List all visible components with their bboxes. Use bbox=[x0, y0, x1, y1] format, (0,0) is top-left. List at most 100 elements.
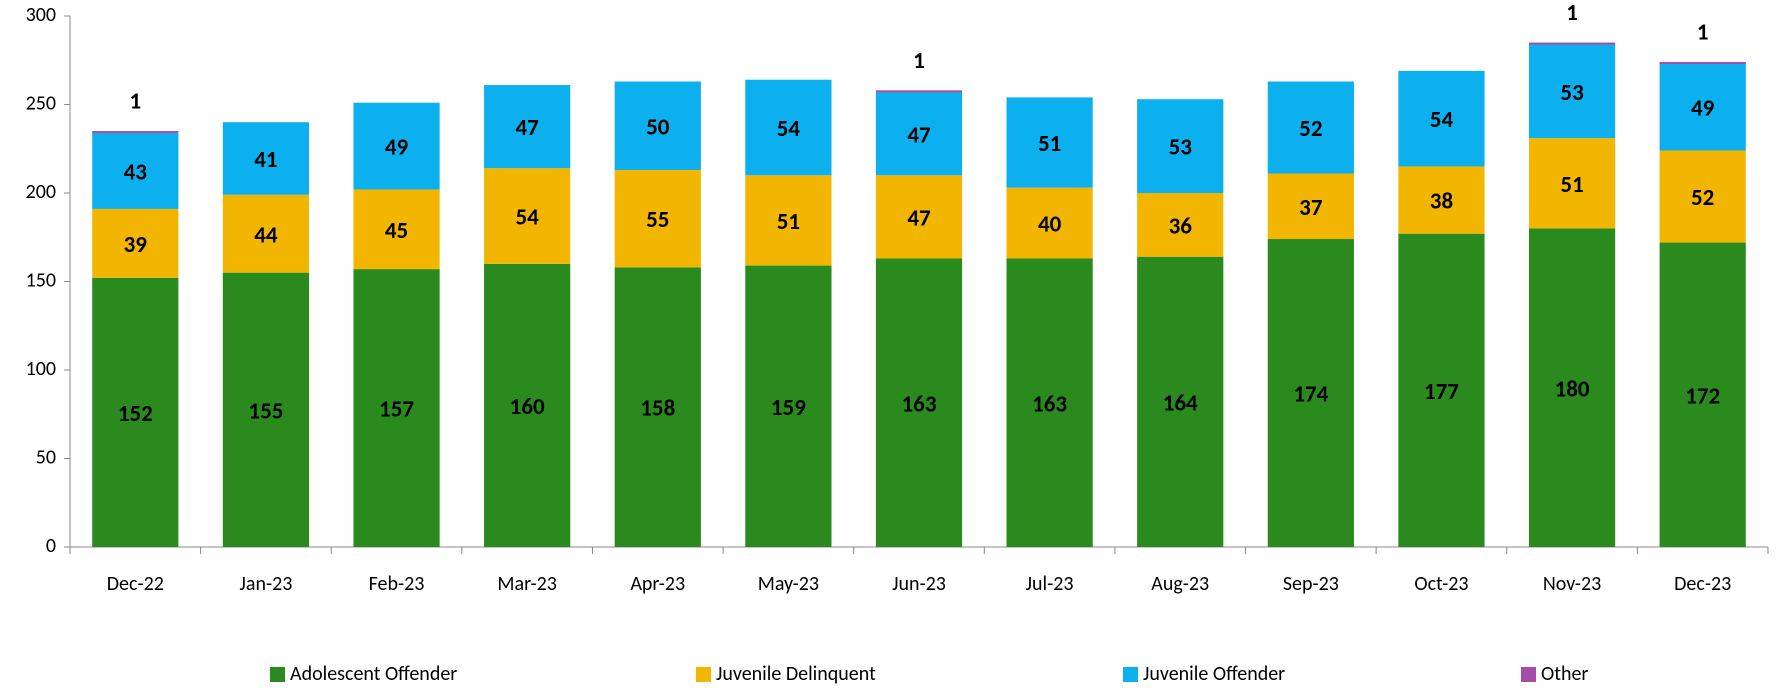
bar-segment bbox=[1528, 42, 1616, 45]
x-tick-label: Jun-23 bbox=[892, 572, 946, 596]
x-tick-label: Oct-23 bbox=[1414, 572, 1468, 596]
data-label: 43 bbox=[124, 158, 148, 186]
y-tick-label: 100 bbox=[26, 357, 56, 381]
bar-segment bbox=[1528, 228, 1616, 547]
x-tick-label: Aug-23 bbox=[1151, 572, 1209, 596]
bar-segment bbox=[875, 175, 963, 259]
data-label: 1 bbox=[913, 47, 925, 75]
data-label: 172 bbox=[1685, 382, 1720, 410]
x-tick-label: Nov-23 bbox=[1543, 572, 1601, 596]
bar-segment bbox=[484, 168, 571, 264]
bar-segment bbox=[1528, 44, 1616, 139]
bar-segment bbox=[1398, 70, 1485, 167]
data-label: 54 bbox=[515, 204, 539, 232]
data-label: 50 bbox=[646, 113, 670, 141]
data-label: 51 bbox=[1038, 130, 1061, 158]
data-label: 53 bbox=[1169, 134, 1193, 162]
data-label: 45 bbox=[385, 217, 408, 245]
data-label: 52 bbox=[1299, 115, 1322, 143]
x-tick-label: Jan-23 bbox=[239, 572, 292, 596]
bar-segment bbox=[1137, 193, 1224, 257]
bar-segment bbox=[92, 277, 179, 547]
data-label: 155 bbox=[248, 397, 283, 425]
data-label: 1 bbox=[1697, 19, 1709, 47]
bar-segment bbox=[353, 189, 440, 270]
legend-label: Other bbox=[1541, 662, 1588, 686]
y-tick-label: 50 bbox=[36, 445, 56, 469]
data-label: 1 bbox=[129, 88, 141, 116]
data-label: 54 bbox=[1430, 106, 1454, 134]
x-tick-label: May-23 bbox=[758, 572, 819, 596]
bar-segment bbox=[222, 194, 310, 273]
data-label: 158 bbox=[640, 395, 675, 423]
bar-segment bbox=[745, 265, 832, 547]
bar-segment bbox=[1267, 81, 1354, 174]
bar-segment bbox=[1137, 256, 1224, 547]
data-label: 37 bbox=[1299, 194, 1323, 222]
bar-segment bbox=[484, 263, 571, 547]
bar-segment bbox=[1398, 233, 1485, 547]
data-label: 163 bbox=[1032, 390, 1067, 418]
bar-segment bbox=[875, 258, 963, 547]
bar-segment bbox=[1659, 242, 1746, 547]
data-label: 180 bbox=[1555, 375, 1590, 403]
y-tick-label: 300 bbox=[26, 3, 56, 27]
legend-label: Adolescent Offender bbox=[290, 662, 457, 686]
x-tick-label: Apr-23 bbox=[630, 572, 685, 596]
data-label: 47 bbox=[515, 114, 539, 142]
data-label: 177 bbox=[1424, 378, 1459, 406]
data-label: 51 bbox=[1560, 171, 1583, 199]
legend-label: Juvenile Delinquent bbox=[716, 662, 876, 686]
data-label: 36 bbox=[1169, 212, 1193, 240]
bar-segment bbox=[1659, 150, 1746, 243]
data-label: 54 bbox=[777, 115, 801, 143]
bar-segment bbox=[353, 102, 440, 190]
bar-segment bbox=[1137, 99, 1224, 193]
data-label: 47 bbox=[907, 204, 931, 232]
legend-swatch bbox=[1123, 667, 1138, 682]
bar-segment bbox=[614, 267, 701, 547]
data-label: 157 bbox=[379, 396, 414, 424]
bar-segment bbox=[614, 81, 701, 170]
bar-segment bbox=[1398, 166, 1485, 234]
legend-label: Juvenile Offender bbox=[1143, 662, 1285, 686]
bar-segment bbox=[92, 208, 179, 278]
y-tick-label: 250 bbox=[26, 91, 56, 115]
data-label: 163 bbox=[902, 390, 937, 418]
x-tick-label: Feb-23 bbox=[369, 572, 425, 596]
bar-segment bbox=[1006, 258, 1093, 547]
data-label: 152 bbox=[118, 400, 153, 428]
bar-segment bbox=[1267, 173, 1354, 240]
data-label: 44 bbox=[254, 221, 278, 249]
data-label: 52 bbox=[1691, 184, 1714, 212]
data-label: 51 bbox=[777, 208, 800, 236]
x-tick-label: Jul-23 bbox=[1026, 572, 1074, 596]
bar-segment bbox=[484, 85, 571, 169]
data-label: 174 bbox=[1293, 381, 1328, 409]
data-label: 41 bbox=[254, 146, 277, 174]
bar-segment bbox=[222, 122, 310, 195]
bar-segment bbox=[745, 79, 832, 176]
x-tick-label: Mar-23 bbox=[497, 572, 556, 596]
bar-segment bbox=[614, 169, 701, 268]
bar-segment bbox=[1006, 187, 1093, 259]
bar-segment bbox=[92, 131, 179, 134]
x-tick-label: Sep-23 bbox=[1283, 572, 1339, 596]
y-tick-label: 150 bbox=[26, 268, 56, 292]
data-label: 40 bbox=[1038, 211, 1062, 239]
bar-segment bbox=[1006, 97, 1093, 188]
bar-segment bbox=[1659, 62, 1746, 65]
data-label: 49 bbox=[385, 134, 409, 162]
data-label: 49 bbox=[1691, 95, 1715, 123]
bar-segment bbox=[745, 175, 832, 266]
bar-segment bbox=[353, 269, 440, 547]
data-label: 164 bbox=[1163, 389, 1198, 417]
bar-segment bbox=[1267, 239, 1354, 547]
legend-swatch bbox=[696, 667, 711, 682]
data-label: 159 bbox=[771, 394, 806, 422]
data-label: 47 bbox=[907, 121, 931, 149]
bar-segment bbox=[92, 132, 179, 209]
bar-segment bbox=[222, 272, 310, 547]
